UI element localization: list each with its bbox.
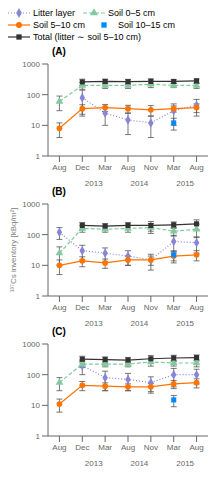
svg-text:2013: 2013: [85, 179, 103, 186]
html-text:(C): (C): [52, 326, 66, 337]
html-text:(A): (A): [52, 46, 66, 57]
svg-text:Aug: Aug: [52, 163, 66, 172]
html-text:Soil 5–10 cm: Soil 5–10 cm: [33, 20, 85, 30]
svg-text:¹³⁷Cs inventory [kBq/m²]: ¹³⁷Cs inventory [kBq/m²]: [9, 208, 18, 293]
svg-text:Mar: Mar: [167, 163, 181, 172]
svg-text:Mar: Mar: [98, 443, 112, 452]
svg-text:Aug: Aug: [121, 303, 135, 312]
svg-text:2015: 2015: [176, 459, 194, 466]
svg-text:1: 1: [36, 432, 41, 441]
svg-text:Dec: Dec: [75, 163, 89, 172]
svg-text:Mar: Mar: [98, 163, 112, 172]
html-text:Total (litter ∼ soil 5–10 cm): Total (litter ∼ soil 5–10 cm): [33, 32, 141, 42]
svg-text:10: 10: [31, 261, 40, 270]
html-text:(B): (B): [52, 186, 66, 197]
svg-text:Mar: Mar: [167, 443, 181, 452]
svg-text:100: 100: [27, 371, 41, 380]
svg-text:Aug: Aug: [189, 163, 203, 172]
svg-text:1000: 1000: [22, 200, 40, 209]
svg-text:2015: 2015: [176, 179, 194, 186]
svg-text:10: 10: [31, 401, 40, 410]
svg-text:2015: 2015: [176, 319, 194, 326]
html-text:Soil 0–5 cm: Soil 0–5 cm: [108, 8, 156, 18]
svg-text:Nov: Nov: [144, 163, 158, 172]
svg-text:10: 10: [31, 121, 40, 130]
svg-text:2014: 2014: [131, 459, 149, 466]
svg-text:100: 100: [27, 91, 41, 100]
svg-text:Mar: Mar: [98, 303, 112, 312]
svg-text:2013: 2013: [85, 319, 103, 326]
svg-text:Aug: Aug: [121, 443, 135, 452]
svg-text:2013: 2013: [85, 459, 103, 466]
svg-text:Aug: Aug: [189, 303, 203, 312]
svg-text:1: 1: [36, 292, 41, 301]
svg-text:Dec: Dec: [75, 443, 89, 452]
svg-text:Nov: Nov: [144, 303, 158, 312]
svg-text:Aug: Aug: [52, 303, 66, 312]
svg-text:100: 100: [27, 231, 41, 240]
svg-text:1000: 1000: [22, 60, 40, 69]
svg-text:2014: 2014: [131, 179, 149, 186]
svg-text:2014: 2014: [131, 319, 149, 326]
svg-text:Mar: Mar: [167, 303, 181, 312]
svg-text:Aug: Aug: [52, 443, 66, 452]
svg-text:Aug: Aug: [121, 163, 135, 172]
html-text:Litter layer: Litter layer: [33, 8, 75, 18]
svg-text:Aug: Aug: [189, 443, 203, 452]
svg-text:Nov: Nov: [144, 443, 158, 452]
svg-text:Dec: Dec: [75, 303, 89, 312]
svg-text:1: 1: [36, 152, 41, 161]
html-text:Soil 10–15 cm: Soil 10–15 cm: [118, 20, 176, 30]
svg-text:1000: 1000: [22, 340, 40, 349]
